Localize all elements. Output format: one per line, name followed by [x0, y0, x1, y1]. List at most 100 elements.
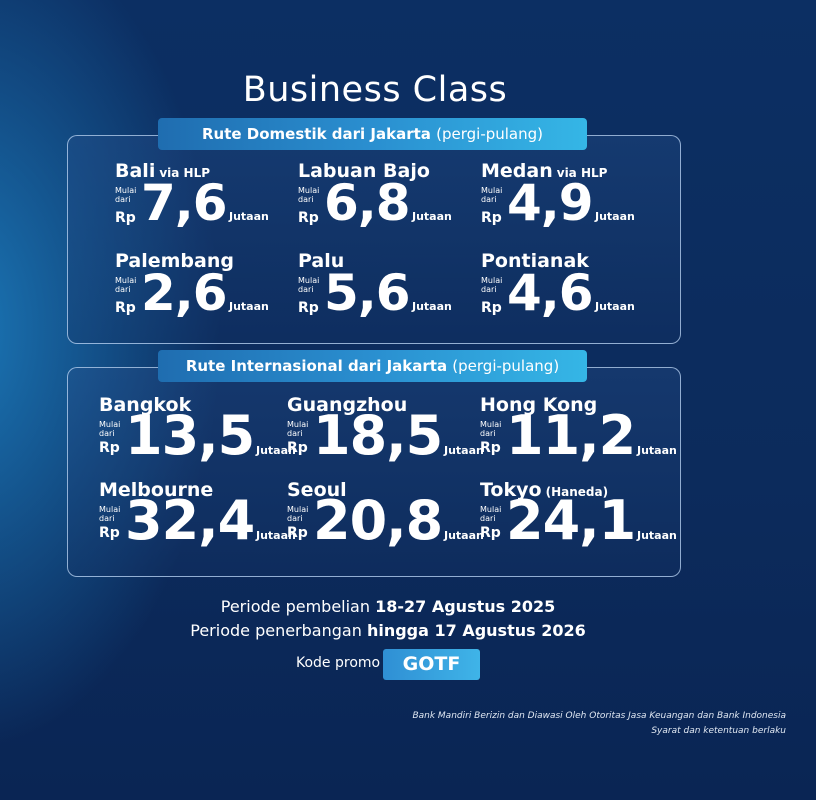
disclaimer: Syarat dan ketentuan berlaku: [651, 726, 786, 736]
city: Guangzhou: [287, 394, 408, 416]
route: Tokyo (Haneda) Mulai dari Rp 24,1 Jutaan: [480, 479, 677, 561]
disclaimer: Bank Mandiri Berizin dan Diawasi Oleh Ot…: [412, 711, 786, 721]
heading-note: (pergi-pulang): [452, 357, 560, 375]
from-label: dari: [287, 514, 303, 523]
route-head: Bangkok: [99, 394, 191, 416]
route: Labuan Bajo Mulai dari Rp 6,8 Jutaan: [298, 160, 452, 242]
unit: Jutaan: [637, 529, 677, 542]
via: via HLP: [159, 166, 211, 180]
from-label: Mulai: [115, 276, 137, 285]
unit: Jutaan: [256, 444, 296, 457]
international-heading: Rute Internasional dari Jakarta (pergi-p…: [158, 350, 587, 382]
price: 32,4: [125, 489, 255, 552]
from-label: dari: [481, 195, 497, 204]
from-label: Mulai: [99, 505, 121, 514]
route-head: Palu: [298, 250, 344, 272]
price-row: Mulai dari Rp 4,6 Jutaan: [481, 264, 635, 332]
heading-text: Rute Internasional dari Jakarta: [185, 357, 448, 375]
label: Periode penerbangan: [190, 621, 362, 640]
from-label: Mulai: [480, 420, 502, 429]
city: Bali: [115, 160, 156, 182]
title: Business Class: [242, 70, 508, 110]
currency: Rp: [481, 210, 502, 226]
price-row: Mulai dari Rp 11,2 Jutaan: [480, 404, 677, 476]
currency: Rp: [298, 300, 319, 316]
city: Hong Kong: [480, 394, 598, 416]
price-row: Mulai dari Rp 6,8 Jutaan: [298, 174, 452, 242]
from-label: Mulai: [480, 505, 502, 514]
unit: Jutaan: [412, 210, 452, 223]
unit: Jutaan: [595, 210, 635, 223]
price-row: Mulai dari Rp 20,8 Jutaan: [287, 489, 484, 561]
currency: Rp: [99, 525, 120, 541]
route: Hong Kong Mulai dari Rp 11,2 Jutaan: [480, 394, 677, 476]
price: 18,5: [313, 404, 443, 467]
price-row: Mulai dari Rp 13,5 Jutaan: [99, 404, 296, 476]
from-label: Mulai: [298, 186, 320, 195]
price-row: Mulai dari Rp 32,4 Jutaan: [99, 489, 296, 561]
unit: Jutaan: [229, 300, 269, 313]
route-head: Labuan Bajo: [298, 160, 430, 182]
price: 5,6: [324, 264, 411, 322]
price-row: Mulai dari Rp 2,6 Jutaan: [115, 264, 269, 332]
city: Medan: [481, 160, 553, 182]
route: Guangzhou Mulai dari Rp 18,5 Jutaan: [287, 394, 484, 476]
route-head: Seoul: [287, 479, 347, 501]
purchase-period: Periode pembelian 18-27 Agustus 2025: [0, 597, 776, 616]
route-head: Palembang: [115, 250, 234, 272]
currency: Rp: [115, 300, 136, 316]
price-row: Mulai dari Rp 4,9 Jutaan: [481, 174, 635, 242]
currency: Rp: [481, 300, 502, 316]
city: Melbourne: [99, 479, 214, 501]
from-label: dari: [480, 429, 496, 438]
price-row: Mulai dari Rp 18,5 Jutaan: [287, 404, 484, 476]
city: Bangkok: [99, 394, 192, 416]
city: Palembang: [115, 250, 234, 272]
international-box: [67, 367, 681, 577]
price: 6,8: [324, 174, 411, 232]
route: Palu Mulai dari Rp 5,6 Jutaan: [298, 250, 452, 332]
from-label: Mulai: [287, 505, 309, 514]
price: 11,2: [506, 404, 636, 467]
route: Pontianak Mulai dari Rp 4,6 Jutaan: [481, 250, 635, 332]
price: 13,5: [125, 404, 255, 467]
price: 24,1: [506, 489, 636, 552]
city: Seoul: [287, 479, 347, 501]
route: Melbourne Mulai dari Rp 32,4 Jutaan: [99, 479, 296, 561]
price-row: Mulai dari Rp 24,1 Jutaan: [480, 489, 677, 561]
route-head: Pontianak: [481, 250, 589, 272]
from-label: dari: [115, 285, 131, 294]
city: Pontianak: [481, 250, 589, 272]
via: (Haneda): [545, 485, 609, 499]
route-head: Hong Kong: [480, 394, 597, 416]
price: 4,6: [507, 264, 594, 322]
route-head: Tokyo (Haneda): [480, 479, 608, 501]
currency: Rp: [99, 440, 120, 456]
from-label: dari: [298, 195, 314, 204]
unit: Jutaan: [444, 444, 484, 457]
from-label: Mulai: [115, 186, 137, 195]
route: Seoul Mulai dari Rp 20,8 Jutaan: [287, 479, 484, 561]
heading-text: Rute Domestik dari Jakarta: [201, 125, 431, 143]
city: Palu: [298, 250, 345, 272]
unit: Jutaan: [229, 210, 269, 223]
route-head: Guangzhou: [287, 394, 407, 416]
route-head: Bali via HLP: [115, 160, 210, 182]
price: 7,6: [141, 174, 228, 232]
price: 20,8: [313, 489, 443, 552]
unit: Jutaan: [256, 529, 296, 542]
route: Medan via HLP Mulai dari Rp 4,9 Jutaan: [481, 160, 635, 242]
currency: Rp: [480, 440, 501, 456]
currency: Rp: [287, 525, 308, 541]
from-label: dari: [287, 429, 303, 438]
from-label: dari: [480, 514, 496, 523]
currency: Rp: [115, 210, 136, 226]
flight-period: Periode penerbangan hingga 17 Agustus 20…: [0, 621, 776, 640]
route: Palembang Mulai dari Rp 2,6 Jutaan: [115, 250, 269, 332]
dates: hingga 17 Agustus 2026: [366, 621, 586, 640]
unit: Jutaan: [444, 529, 484, 542]
from-label: dari: [99, 514, 115, 523]
price-row: Mulai dari Rp 5,6 Jutaan: [298, 264, 452, 332]
unit: Jutaan: [637, 444, 677, 457]
